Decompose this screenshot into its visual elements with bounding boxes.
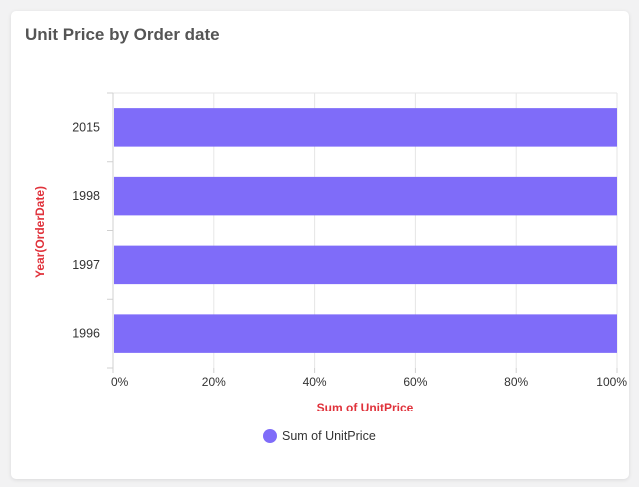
chart-card: Unit Price by Order date 0% 20% 40% 60% 80% 1… bbox=[11, 11, 629, 479]
x-axis-title: Sum of UnitPrice bbox=[317, 401, 414, 411]
bar-1996[interactable] bbox=[114, 314, 617, 353]
chart-legend[interactable]: Sum of UnitPrice bbox=[263, 429, 376, 443]
x-tick-label: 60% bbox=[403, 375, 427, 389]
y-tick-label: 2015 bbox=[72, 120, 100, 134]
bar-1997[interactable] bbox=[114, 245, 617, 285]
x-tick-label: 80% bbox=[504, 375, 528, 389]
chart-title: Unit Price by Order date bbox=[25, 25, 220, 44]
bars bbox=[114, 108, 617, 353]
bar-1998[interactable] bbox=[114, 176, 617, 216]
y-tick-label: 1998 bbox=[72, 189, 100, 203]
y-axis-title: Year(OrderDate) bbox=[33, 186, 47, 278]
x-tick-label: 100% bbox=[596, 375, 627, 389]
x-tick-label: 40% bbox=[303, 375, 327, 389]
axes: 0% 20% 40% 60% 80% 100% 2015 1998 1997 1996 bbox=[72, 92, 627, 389]
legend-marker-icon bbox=[263, 429, 277, 443]
bar-2015[interactable] bbox=[114, 108, 617, 147]
x-tick-label: 20% bbox=[202, 375, 226, 389]
x-tick-label: 0% bbox=[111, 375, 129, 389]
y-tick-label: 1996 bbox=[72, 327, 100, 341]
legend-label: Sum of UnitPrice bbox=[282, 429, 376, 443]
bar-chart: 0% 20% 40% 60% 80% 100% 2015 1998 1997 1996 Sum o… bbox=[33, 92, 627, 411]
y-tick-label: 1997 bbox=[72, 258, 100, 272]
